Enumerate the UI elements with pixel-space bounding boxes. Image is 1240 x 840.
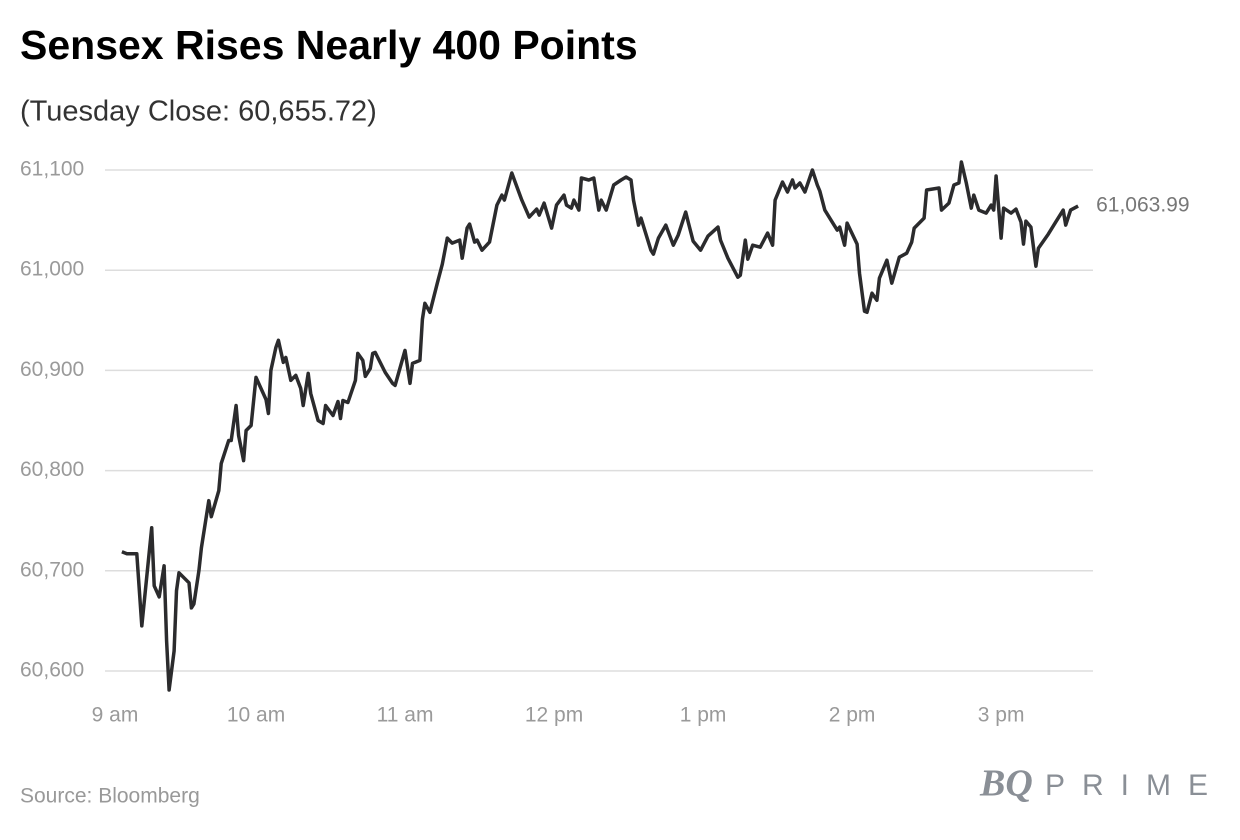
x-tick-label: 11 am bbox=[377, 704, 434, 727]
y-tick-label: 61,100 bbox=[20, 158, 84, 181]
end-label: 61,063.99 bbox=[1096, 194, 1189, 217]
y-tick-label: 61,000 bbox=[20, 258, 84, 281]
x-tick-label: 1 pm bbox=[680, 704, 727, 727]
brand-mark: BQ bbox=[979, 763, 1033, 805]
chart-title: Sensex Rises Nearly 400 Points bbox=[20, 22, 638, 68]
y-tick-label: 60,900 bbox=[20, 358, 84, 381]
y-tick-label: 60,800 bbox=[20, 458, 84, 481]
x-tick-label: 2 pm bbox=[829, 704, 876, 727]
source: Source: Bloomberg bbox=[20, 785, 200, 808]
x-tick-label: 9 am bbox=[92, 704, 139, 727]
x-tick-label: 10 am bbox=[227, 704, 285, 727]
chart-subtitle: (Tuesday Close: 60,655.72) bbox=[20, 96, 377, 128]
y-tick-label: 60,600 bbox=[20, 659, 84, 682]
x-tick-label: 12 pm bbox=[525, 704, 583, 727]
brand-name: PRIME bbox=[1045, 769, 1225, 802]
x-tick-label: 3 pm bbox=[978, 704, 1025, 727]
line-series bbox=[121, 160, 1079, 692]
y-tick-label: 60,700 bbox=[20, 558, 84, 581]
